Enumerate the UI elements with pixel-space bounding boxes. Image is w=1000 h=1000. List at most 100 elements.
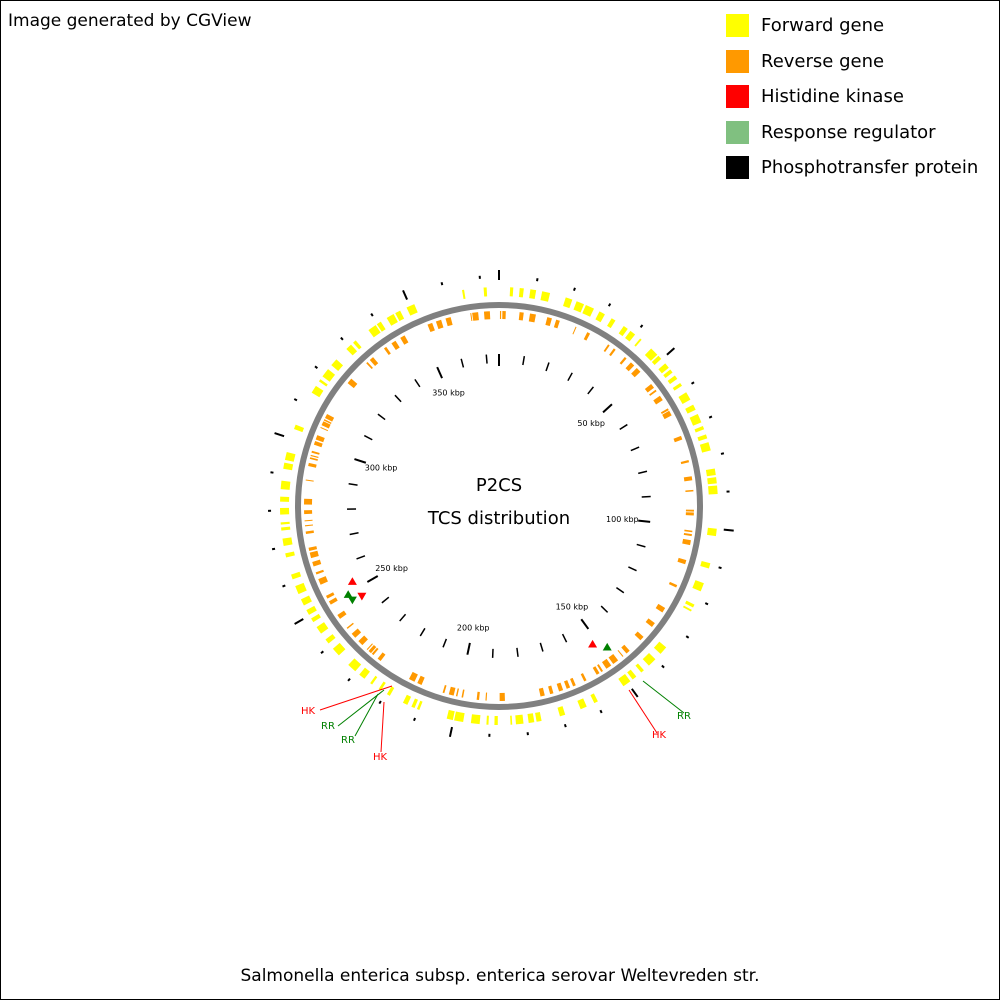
reverse-gene xyxy=(683,532,692,537)
reverse-gene xyxy=(655,603,666,613)
reverse-gene xyxy=(351,628,362,638)
forward-gene xyxy=(411,698,419,709)
reverse-gene xyxy=(318,576,328,585)
inner-major-tick xyxy=(366,575,379,583)
reverse-gene xyxy=(305,479,314,482)
legend-item-phosphotransfer-protein: Phosphotransfer protein xyxy=(726,150,978,186)
outer-minor-tick xyxy=(573,287,576,292)
forward-gene xyxy=(462,289,466,300)
forward-gene xyxy=(685,404,696,414)
reverse-gene xyxy=(653,395,663,405)
reverse-gene xyxy=(417,675,425,685)
forward-gene xyxy=(346,344,358,356)
inner-minor-tick xyxy=(628,566,637,572)
forward-gene xyxy=(582,304,595,317)
forward-gene xyxy=(707,527,717,537)
tcs-markers xyxy=(343,577,612,651)
forward-gene xyxy=(322,369,336,382)
forward-gene xyxy=(300,595,312,606)
reverse-gene xyxy=(304,498,313,505)
inner-minor-tick xyxy=(539,642,544,652)
reverse-gene xyxy=(685,509,694,512)
forward-gene xyxy=(540,291,551,302)
forward-gene xyxy=(486,715,489,725)
reverse-gene xyxy=(518,312,524,321)
reverse-gene xyxy=(476,691,480,700)
forward-gene xyxy=(416,700,423,710)
inner-minor-tick xyxy=(545,362,550,372)
tcs-annotations: HK RR RR HK RR HK xyxy=(301,680,691,763)
reverse-gene xyxy=(312,559,322,567)
outer-minor-tick xyxy=(690,381,695,385)
outer-minor-tick xyxy=(413,717,416,722)
legend-swatch-histidine-kinase xyxy=(726,85,749,109)
inner-minor-tick xyxy=(522,356,526,366)
inner-major-tick xyxy=(354,458,367,464)
reverse-gene xyxy=(677,557,687,565)
inner-tick-marks xyxy=(347,354,651,658)
reverse-gene xyxy=(634,631,644,641)
forward-gene xyxy=(446,709,455,721)
forward-gene xyxy=(291,571,302,580)
forward-gene xyxy=(707,477,717,485)
outer-minor-tick xyxy=(440,282,444,286)
reverse-gene xyxy=(603,344,610,353)
center-title: P2CS xyxy=(476,475,522,496)
forward-gene xyxy=(518,287,524,298)
inner-minor-tick xyxy=(414,378,421,388)
outer-minor-tick xyxy=(708,415,713,419)
legend-swatch-reverse-gene xyxy=(726,49,749,73)
reverse-gene xyxy=(662,410,672,420)
forward-gene xyxy=(644,348,658,361)
reverse-gene xyxy=(680,460,690,465)
organism-name: Salmonella enterica subsp. enterica sero… xyxy=(240,966,760,986)
outer-minor-tick xyxy=(320,650,324,655)
forward-gene xyxy=(672,382,683,391)
tcs-label: HK xyxy=(373,752,388,763)
legend-item-response-regulator: Response regulator xyxy=(726,115,978,151)
inner-minor-tick xyxy=(381,596,390,604)
outer-minor-tick xyxy=(370,313,374,317)
tick-label: 50 kbp xyxy=(577,419,605,428)
forward-gene xyxy=(618,673,631,687)
outer-major-tick xyxy=(448,726,453,738)
forward-gene xyxy=(454,711,465,723)
legend: Forward gene Reverse gene Histidine kina… xyxy=(726,8,978,186)
reverse-gene xyxy=(580,673,587,682)
reverse-gene xyxy=(371,647,379,656)
inner-minor-tick xyxy=(349,532,359,536)
forward-gene xyxy=(282,537,293,547)
inner-minor-tick xyxy=(442,638,448,648)
forward-gene xyxy=(509,287,514,297)
reverse-gene xyxy=(601,658,612,669)
tcs-label: RR xyxy=(321,721,335,732)
reverse-gene xyxy=(631,368,641,378)
outer-tick-marks xyxy=(268,270,734,738)
forward-gene xyxy=(494,715,498,725)
forward-gene xyxy=(653,641,667,654)
rr-marker xyxy=(343,590,353,598)
forward-gene xyxy=(316,622,329,634)
reverse-gene xyxy=(625,362,635,372)
cgview-credit: Image generated by CGView xyxy=(8,11,252,31)
reverse-gene xyxy=(366,643,373,650)
forward-gene xyxy=(306,605,317,615)
outer-major-tick xyxy=(294,618,304,625)
inner-major-tick xyxy=(466,642,471,655)
legend-item-forward-gene: Forward gene xyxy=(726,8,978,44)
inner-minor-tick xyxy=(516,647,519,657)
reverse-gene xyxy=(472,312,479,321)
forward-gene xyxy=(376,321,386,332)
reverse-gene xyxy=(570,677,576,687)
inner-minor-tick xyxy=(587,386,595,395)
reverse-gene xyxy=(528,313,536,323)
reverse-gene xyxy=(347,378,358,389)
forward-gene xyxy=(685,600,695,608)
reverse-gene xyxy=(649,389,657,396)
forward-gene xyxy=(658,363,669,374)
forward-gene xyxy=(318,379,328,387)
inner-minor-tick xyxy=(630,446,640,452)
reverse-gene xyxy=(621,644,630,654)
inner-minor-tick xyxy=(636,543,646,548)
tick-label: 200 kbp xyxy=(457,623,490,632)
